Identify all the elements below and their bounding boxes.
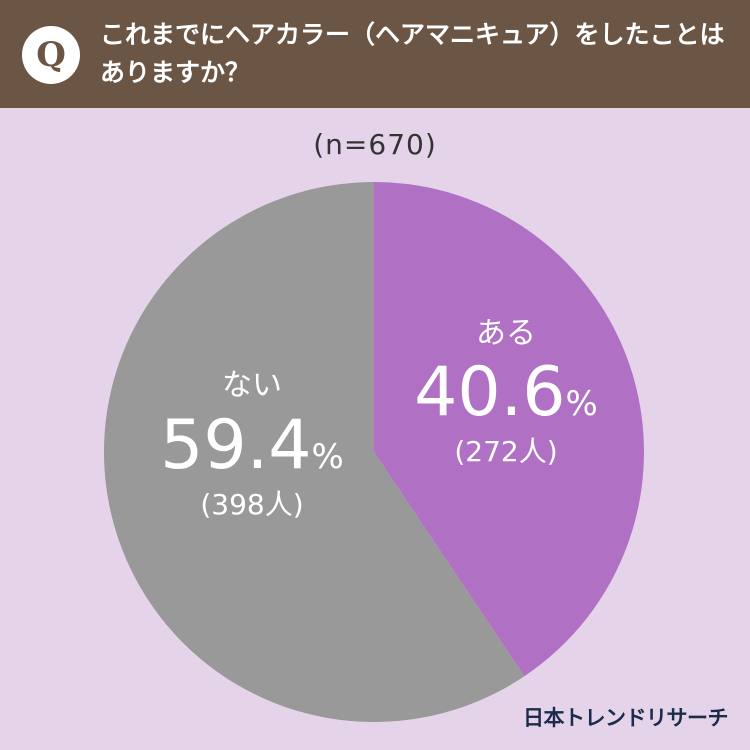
question-line-2: ありますか？ [100,58,251,87]
question-text: これまでにヘアカラー（ヘアマニキュア）をしたことは ありますか？ [100,16,730,92]
q-icon: Q [22,26,80,84]
pie-slice-aru [374,182,644,677]
q-badge-letter: Q [36,35,66,75]
slice-count-nai: (398人) [200,488,303,521]
slice-percent-nai: 59.4% [160,406,344,485]
question-header: Q これまでにヘアカラー（ヘアマニキュア）をしたことは ありますか？ [0,0,750,108]
slice-label-aru: ある [476,316,536,351]
brand-logo: 日本トレンドリサーチ [523,706,729,730]
slice-label-nai: ない [222,368,282,403]
slice-count-aru: (272人) [454,435,557,468]
slice-percent-aru: 40.6% [414,353,598,432]
question-line-1: これまでにヘアカラー（ヘアマニキュア）をしたことは [100,20,725,49]
pie-slice-nai [104,182,525,722]
sample-size: (n=670) [313,128,437,161]
